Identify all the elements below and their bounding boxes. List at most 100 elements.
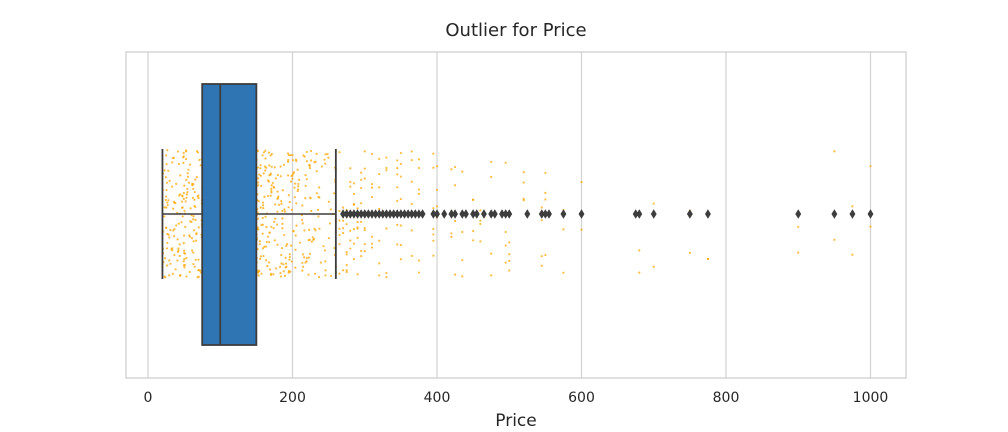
strip-point — [417, 166, 421, 170]
strip-point — [341, 269, 345, 272]
strip-point — [186, 191, 189, 194]
strip-point — [472, 239, 475, 242]
strip-point — [323, 158, 326, 161]
strip-point — [192, 251, 195, 254]
strip-point — [410, 202, 413, 205]
strip-point — [178, 194, 181, 197]
strip-point — [258, 240, 261, 243]
strip-point — [285, 265, 288, 269]
strip-point — [268, 174, 271, 177]
strip-point — [318, 196, 321, 199]
strip-point — [185, 150, 188, 153]
strip-point — [169, 228, 172, 232]
strip-point — [307, 273, 310, 276]
strip-point — [261, 204, 265, 207]
strip-point — [540, 206, 543, 209]
strip-point — [287, 194, 290, 197]
strip-point — [273, 220, 276, 223]
strip-point — [370, 235, 374, 238]
strip-point — [184, 225, 187, 229]
strip-point — [345, 253, 348, 256]
strip-point — [345, 264, 348, 267]
strip-point — [281, 227, 284, 230]
strip-point — [385, 271, 388, 275]
strip-point — [544, 253, 547, 257]
strip-point — [313, 161, 316, 164]
strip-point — [277, 203, 281, 206]
strip-point — [345, 223, 348, 226]
strip-point — [540, 219, 543, 222]
strip-point — [435, 205, 439, 208]
strip-point — [185, 193, 188, 196]
strip-point — [271, 181, 274, 185]
strip-point — [183, 209, 186, 212]
strip-point — [168, 179, 171, 182]
strip-point — [276, 173, 279, 177]
strip-point — [833, 150, 836, 153]
strip-point — [171, 272, 174, 275]
outlier-marker — [795, 209, 802, 219]
strip-point — [186, 172, 189, 175]
strip-point — [312, 238, 315, 241]
strip-point — [283, 233, 286, 237]
x-tick-label: 800 — [713, 390, 740, 406]
iqr-box — [201, 83, 258, 346]
strip-point — [279, 271, 282, 275]
strip-point — [303, 256, 306, 259]
strip-point — [177, 222, 180, 225]
strip-point — [522, 171, 525, 174]
strip-point — [562, 271, 565, 274]
strip-point — [270, 191, 273, 194]
strip-point — [293, 186, 296, 189]
strip-point — [363, 167, 366, 170]
strip-point — [278, 265, 282, 268]
strip-point — [185, 196, 188, 199]
strip-point — [356, 236, 359, 239]
strip-point — [179, 174, 182, 177]
strip-point — [301, 261, 304, 265]
strip-point — [269, 172, 272, 175]
strip-point — [417, 188, 421, 191]
strip-point — [269, 272, 273, 275]
strip-point — [296, 168, 299, 171]
outlier-marker — [686, 209, 693, 219]
strip-point — [177, 247, 180, 250]
strip-point — [282, 270, 285, 273]
strip-point — [182, 241, 185, 245]
strip-point — [286, 152, 290, 155]
strip-point — [378, 186, 381, 189]
strip-point — [453, 273, 457, 276]
outlier-marker — [636, 209, 643, 219]
strip-point — [178, 274, 182, 277]
strip-point — [338, 272, 341, 275]
strip-point — [309, 196, 312, 199]
strip-point — [197, 258, 200, 261]
box-plot — [161, 83, 337, 346]
strip-point — [272, 273, 275, 276]
strip-point — [284, 262, 288, 265]
strip-point — [797, 251, 800, 254]
strip-point — [328, 222, 332, 225]
strip-point — [399, 162, 402, 165]
strip-point — [385, 156, 388, 159]
strip-point — [193, 198, 196, 201]
strip-point — [165, 226, 168, 230]
strip-point — [652, 265, 655, 268]
strip-point — [479, 209, 482, 212]
strip-point — [183, 252, 187, 255]
strip-point — [181, 206, 184, 209]
strip-point — [294, 266, 297, 269]
strip-point — [260, 272, 263, 275]
strip-point — [461, 275, 464, 278]
strip-point — [277, 195, 280, 198]
strip-point — [257, 177, 260, 180]
strip-point — [260, 184, 263, 188]
strip-point — [360, 171, 363, 174]
strip-point — [171, 247, 174, 250]
strip-point — [490, 274, 493, 277]
strip-point — [262, 172, 265, 175]
strip-point — [688, 251, 691, 255]
strip-point — [265, 240, 268, 244]
strip-point — [851, 253, 854, 256]
strip-point — [289, 270, 292, 273]
